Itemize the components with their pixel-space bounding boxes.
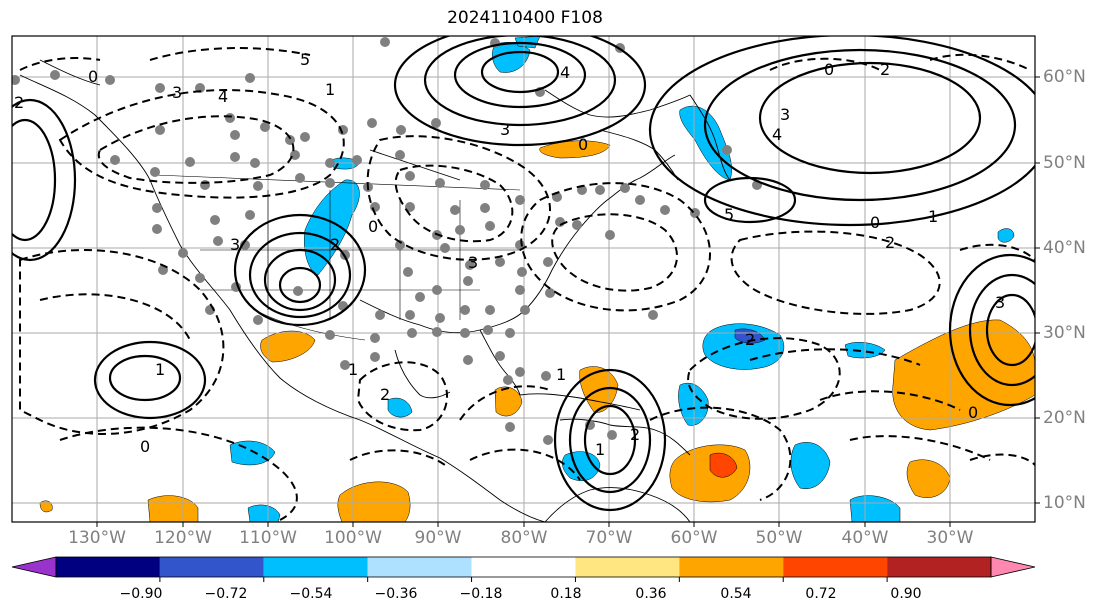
contour-label: 2 — [380, 385, 390, 404]
colorbar-tick: 0.72 — [805, 586, 837, 602]
colorbar-tick: 0.36 — [635, 586, 667, 602]
contour-label: 4 — [772, 125, 782, 144]
colorbar-tick: −0.90 — [119, 586, 163, 602]
contour-label: 0 — [870, 213, 880, 232]
colorbar-tick: 0.90 — [890, 586, 922, 602]
lon-label: 80°W — [500, 528, 548, 548]
lat-label: 20°N — [1043, 408, 1086, 428]
colorbar-tick: −0.18 — [459, 586, 503, 602]
contour-label: 0 — [140, 437, 150, 456]
lon-label: 130°W — [68, 528, 126, 548]
contour-label: 3 — [172, 83, 182, 102]
colorbar-tick: 0.18 — [550, 586, 582, 602]
contour-label: 1 — [556, 365, 566, 384]
lon-label: 40°W — [841, 528, 889, 548]
contour-label: 3 — [995, 293, 1005, 312]
lon-label: 50°W — [755, 528, 803, 548]
lat-label: 50°N — [1043, 153, 1086, 173]
contour-label: 2 — [885, 233, 895, 252]
contour-label: 1 — [928, 207, 938, 226]
lat-label: 60°N — [1043, 67, 1086, 87]
lat-label: 30°N — [1043, 323, 1086, 343]
contour-label: 0 — [824, 60, 834, 79]
positive-contours — [12, 36, 1035, 512]
colorbar-tick: 0.54 — [720, 586, 752, 602]
colorbar-tick: −0.36 — [374, 586, 418, 602]
contour-label: 4 — [218, 87, 228, 106]
lon-label: 30°W — [926, 528, 974, 548]
contour-label: 0 — [578, 135, 588, 154]
contour-label: 1 — [325, 80, 335, 99]
contour-label: 2 — [330, 235, 340, 254]
axis-ticks — [96, 76, 1040, 527]
contour-label: 2 — [14, 93, 24, 112]
lon-label: 90°W — [414, 528, 462, 548]
contour-label: 2 — [880, 60, 890, 79]
lon-label: 60°W — [670, 528, 718, 548]
lon-label: 100°W — [324, 528, 382, 548]
anomaly-fills — [39, 36, 1035, 522]
contour-label: 3 — [780, 105, 790, 124]
contour-label: 1 — [595, 440, 605, 459]
contour-label: 1 — [348, 360, 358, 379]
contour-label: 3 — [230, 235, 240, 254]
contour-label: 4 — [560, 63, 570, 82]
contour-label: 2 — [745, 330, 755, 349]
negative-contours — [19, 47, 1035, 521]
contour-label: 1 — [155, 360, 165, 379]
contour-label: 0 — [88, 67, 98, 86]
lat-label: 40°N — [1043, 238, 1086, 258]
map-title: 2024110400 F108 — [447, 8, 603, 28]
contour-label: 5 — [300, 50, 310, 69]
contour-label: 0 — [368, 217, 378, 236]
contour-label: 0 — [968, 403, 978, 422]
lon-label: 70°W — [585, 528, 633, 548]
lon-label: 120°W — [154, 528, 212, 548]
colorbar-tick: −0.54 — [289, 586, 333, 602]
contour-label: 2 — [630, 425, 640, 444]
contour-labels: 0 3 4 2 5 1 3 0 2 1 0 1 2 3 4 0 3 2 1 5 … — [14, 50, 1005, 459]
contour-label: 3 — [500, 120, 510, 139]
contour-label: 5 — [724, 205, 734, 224]
contour-label: 3 — [468, 253, 478, 272]
lon-label: 110°W — [239, 528, 297, 548]
lat-label: 10°N — [1043, 493, 1086, 513]
colorbar-tick: −0.72 — [204, 586, 248, 602]
